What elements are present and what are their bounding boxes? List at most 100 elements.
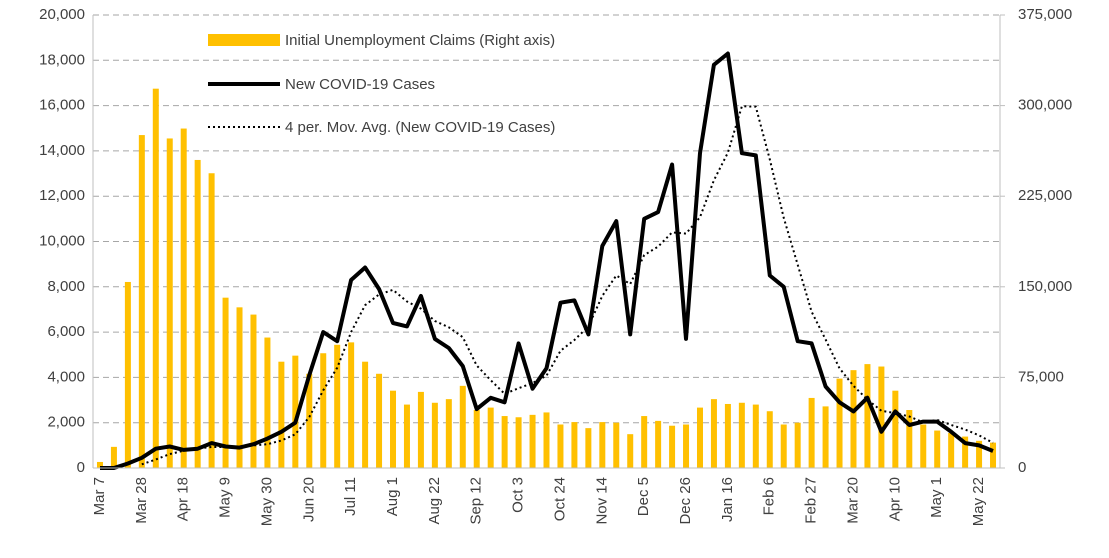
bar: [696, 407, 703, 468]
bar: [348, 342, 355, 468]
legend-swatch: [208, 34, 280, 46]
y-tick-label: 8,000: [47, 278, 85, 295]
bar: [850, 370, 857, 468]
x-tick-label: May 1: [928, 477, 945, 518]
bar: [180, 128, 187, 468]
x-tick-label: Mar 20: [844, 477, 861, 524]
y-tick-label: 10,000: [39, 232, 85, 249]
y-tick-label: 4,000: [47, 368, 85, 385]
bar: [724, 403, 731, 468]
bar: [766, 411, 773, 468]
bar: [780, 424, 787, 468]
y2-tick-label: 300,000: [1018, 97, 1072, 114]
bar: [264, 337, 271, 468]
bar: [390, 390, 397, 468]
y2-tick-label: 150,000: [1018, 278, 1072, 295]
bar: [124, 281, 131, 468]
bar: [417, 391, 424, 468]
x-tick-label: Apr 10: [886, 477, 903, 521]
bar: [459, 385, 466, 468]
bar: [306, 373, 313, 468]
x-tick-label: Dec 26: [677, 477, 694, 525]
bar: [599, 422, 606, 468]
x-tick-label: Apr 18: [175, 477, 192, 521]
bar: [543, 412, 550, 468]
bar: [515, 417, 522, 468]
x-tick-label: Jul 11: [342, 477, 359, 516]
bar: [836, 378, 843, 468]
x-tick-label: Feb 27: [803, 477, 820, 524]
legend-label: 4 per. Mov. Avg. (New COVID-19 Cases): [285, 119, 555, 136]
bar: [292, 355, 299, 468]
bar: [962, 436, 969, 468]
x-tick-label: Aug 22: [426, 477, 443, 525]
bar: [445, 399, 452, 468]
bar: [166, 138, 173, 469]
bar: [976, 440, 983, 468]
bar: [669, 425, 676, 468]
bar: [250, 314, 257, 468]
x-tick-label: Sep 12: [468, 477, 485, 525]
bar: [934, 430, 941, 468]
bar: [278, 361, 285, 468]
bar: [152, 88, 159, 469]
y2-tick-label: 225,000: [1018, 187, 1072, 204]
bar: [557, 424, 564, 468]
y2-tick-label: 75,000: [1018, 368, 1064, 385]
bar: [208, 173, 215, 469]
bar: [236, 307, 243, 468]
bar: [948, 432, 955, 468]
x-tick-label: Mar 28: [133, 477, 150, 524]
bar: [683, 424, 690, 468]
y-tick-label: 16,000: [39, 97, 85, 114]
x-tick-label: May 9: [217, 477, 234, 518]
bar: [892, 390, 899, 468]
bar: [529, 414, 536, 468]
bar: [641, 416, 648, 468]
bar: [794, 422, 801, 468]
y-tick-label: 0: [77, 459, 85, 476]
bar: [613, 422, 620, 468]
x-tick-label: Feb 6: [761, 477, 778, 515]
y-tick-label: 2,000: [47, 414, 85, 431]
y2-tick-label: 0: [1018, 459, 1026, 476]
bar: [627, 434, 634, 468]
bar: [96, 461, 103, 468]
line: [141, 105, 994, 466]
y-tick-label: 20,000: [39, 6, 85, 23]
bar: [906, 410, 913, 468]
x-tick-label: Jun 20: [300, 477, 317, 522]
x-tick-label: Nov 14: [593, 477, 610, 525]
bar: [990, 442, 997, 468]
y-tick-label: 18,000: [39, 51, 85, 68]
bar: [362, 361, 369, 468]
y-tick-label: 12,000: [39, 187, 85, 204]
bar: [501, 416, 508, 468]
x-tick-label: Oct 24: [551, 477, 568, 521]
x-tick-label: Aug 1: [384, 477, 401, 516]
bar: [222, 297, 229, 468]
x-tick-label: Dec 5: [635, 477, 652, 516]
bar: [403, 404, 410, 468]
x-tick-label: Oct 3: [510, 477, 527, 513]
bar: [738, 402, 745, 468]
bar: [194, 159, 201, 468]
bar: [487, 407, 494, 468]
x-tick-label: Mar 7: [91, 477, 108, 515]
bar: [864, 364, 871, 468]
bar: [822, 406, 829, 468]
bar: [571, 422, 578, 468]
bar: [473, 410, 480, 468]
bar: [110, 446, 117, 468]
bar: [920, 424, 927, 468]
y-tick-label: 14,000: [39, 142, 85, 159]
bar: [655, 420, 662, 468]
bar: [585, 428, 592, 468]
line: [100, 51, 994, 470]
bar: [710, 399, 717, 468]
bar: [808, 397, 815, 468]
x-tick-label: May 30: [258, 477, 275, 526]
bar: [878, 366, 885, 468]
bar: [334, 344, 341, 468]
